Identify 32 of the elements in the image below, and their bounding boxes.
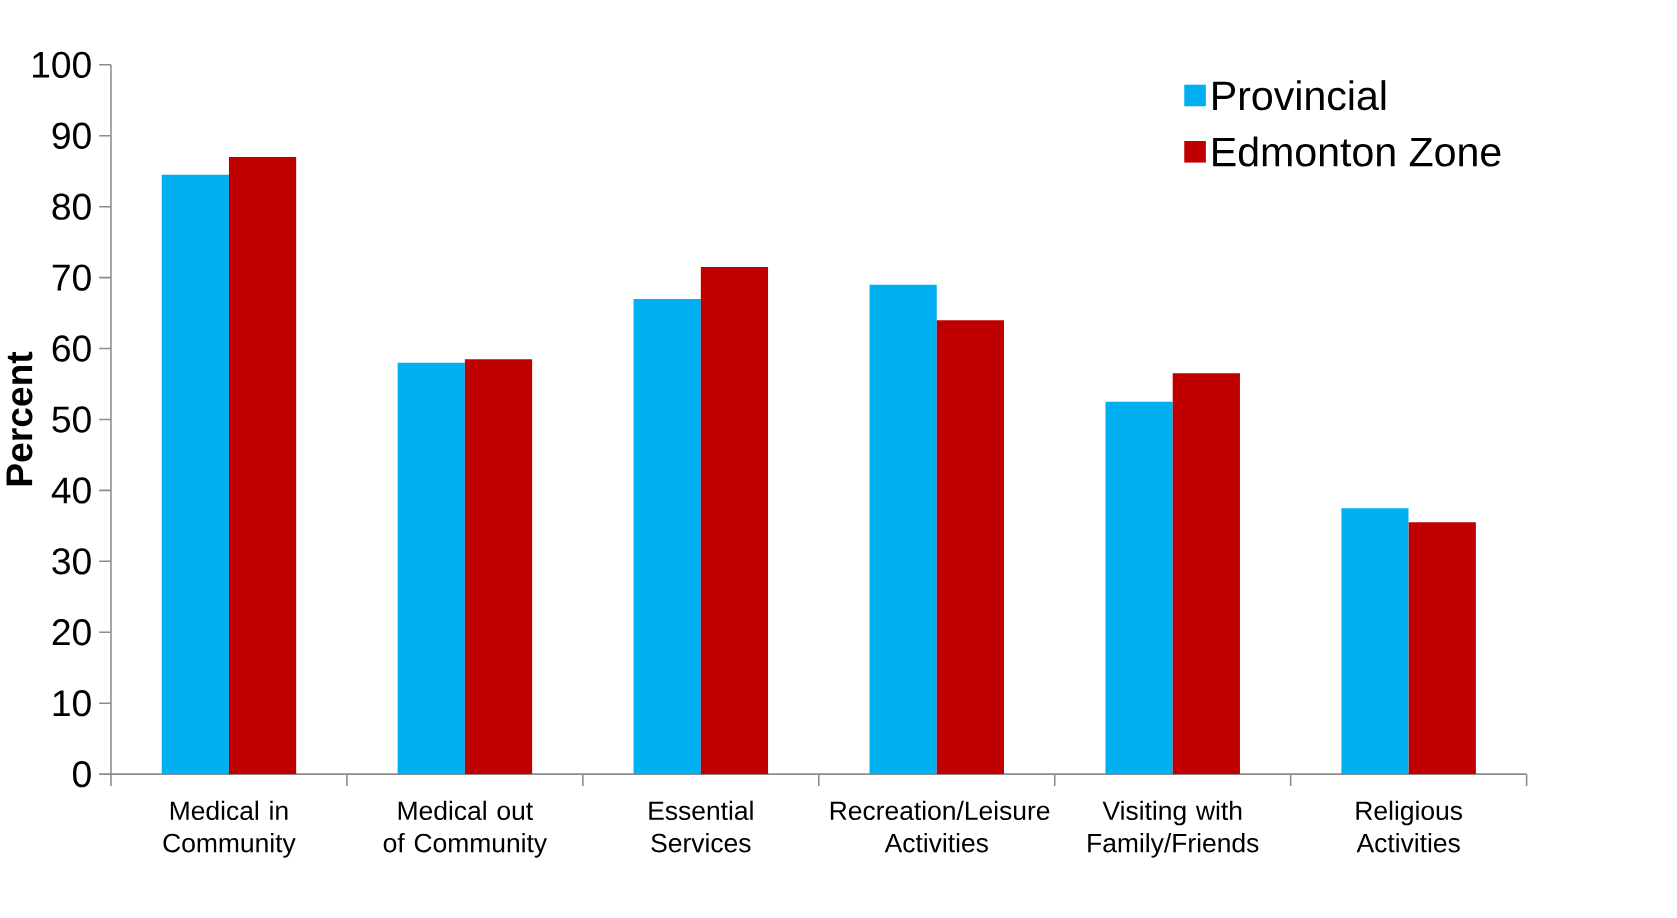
y-tick-label: 80 [52, 193, 91, 221]
y-tick-label: 90 [52, 122, 91, 150]
x-tick-label: Medical in Community [163, 800, 296, 858]
legend-label: Edmonton Zone [1213, 136, 1501, 167]
y-tick-label: 20 [52, 619, 91, 646]
bar [1341, 508, 1409, 775]
y-tick-label: 50 [52, 406, 91, 433]
y-tick-label: 60 [52, 335, 91, 362]
bar [700, 267, 769, 775]
x-tick-label: Essential Services [649, 800, 753, 853]
bar [869, 284, 937, 775]
legend-label: Provincial [1213, 80, 1386, 111]
y-tick-label: 100 [33, 51, 91, 79]
bar [1408, 522, 1476, 775]
y-axis-title: Percent [6, 351, 33, 486]
bar [464, 359, 533, 775]
y-tick-label: 0 [73, 761, 91, 788]
y-tick-label: 10 [53, 690, 91, 717]
bar [633, 299, 701, 775]
x-tick-label: Recreation/Leisure Activities [830, 800, 1050, 853]
x-tick-label: Visiting with Family/Friends [1088, 800, 1259, 858]
x-tick-label: Medical out of Community [383, 800, 548, 858]
y-tick-label: 70 [52, 264, 91, 291]
bar [228, 157, 297, 775]
y-tick-label: 30 [52, 548, 91, 575]
x-tick-label: Religious Activities [1356, 800, 1463, 853]
bar [397, 362, 465, 775]
y-tick-label: 40 [51, 477, 91, 504]
bar [936, 320, 1005, 775]
bar [1172, 373, 1240, 775]
bar [1105, 401, 1173, 775]
bar [161, 174, 229, 775]
